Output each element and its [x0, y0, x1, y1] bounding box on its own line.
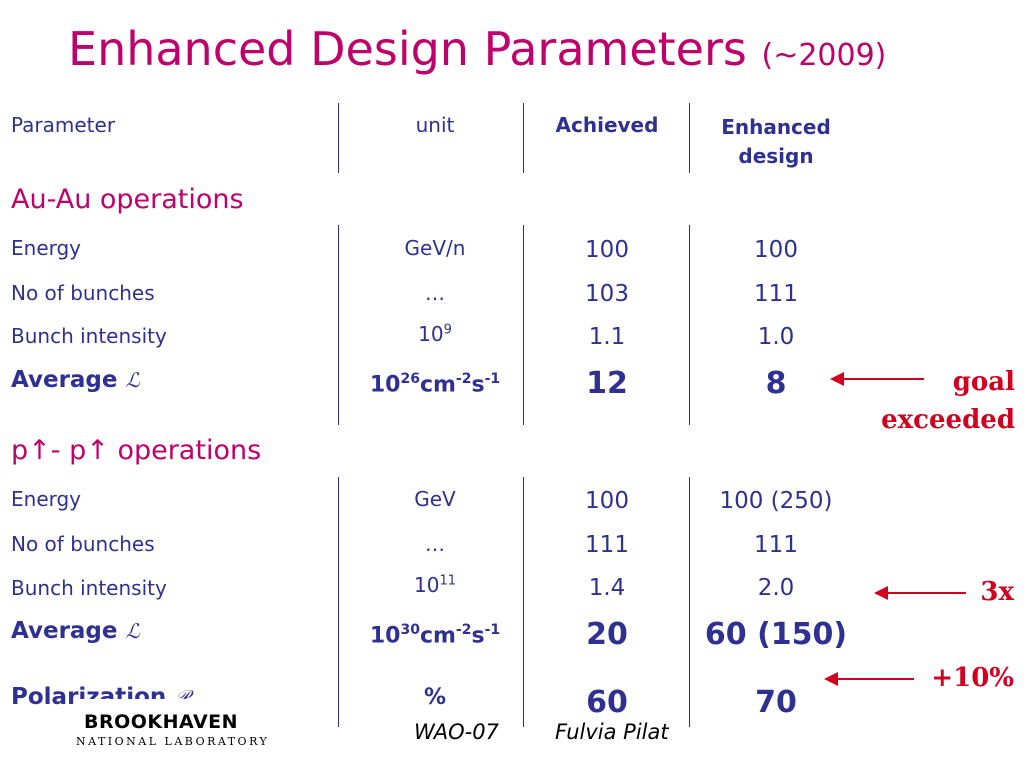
row-achieved: 60	[586, 685, 628, 720]
unit-s-exponent: -1	[484, 622, 501, 638]
row-label: No of bunches	[11, 532, 155, 556]
header-enhanced-line1: Enhanced	[721, 115, 831, 139]
separator-1-pp	[338, 477, 339, 727]
up-arrow-icon: ↑	[28, 435, 51, 466]
row-enhanced-average: 8	[765, 366, 787, 401]
row-enhanced: 111	[754, 281, 798, 307]
row-label-average: Average ℒ	[11, 367, 140, 393]
row-unit: 109	[345, 322, 525, 346]
row-unit: 1011	[345, 573, 525, 597]
unit-cm: cm	[419, 372, 456, 398]
separator-3-au	[689, 225, 690, 425]
row-label: Bunch intensity	[11, 576, 167, 600]
note-goal: goal exceeded	[860, 363, 1015, 439]
row-unit: %	[423, 685, 447, 710]
separator-1-header	[338, 103, 339, 173]
pp-end: operations	[108, 435, 262, 466]
row-enhanced: 2.0	[757, 575, 795, 601]
header-enhanced: Enhanced design	[692, 113, 860, 171]
separator-3-pp	[689, 477, 690, 727]
header-unit: unit	[415, 113, 455, 137]
note-goal-line2: exceeded	[881, 405, 1015, 435]
unit-cm: cm	[419, 623, 456, 649]
separator-2-header	[523, 103, 524, 173]
row-label: Energy	[11, 487, 82, 511]
row-label-average: Average ℒ	[11, 618, 140, 644]
row-achieved: 103	[585, 281, 629, 307]
logo-subtitle: NATIONAL LABORATORY	[76, 735, 270, 748]
row-enhanced: 70	[755, 685, 797, 720]
unit-base: 10	[369, 623, 401, 649]
unit-s: s	[471, 623, 485, 649]
row-achieved: 100	[585, 237, 629, 263]
row-enhanced: 100	[754, 237, 798, 263]
section-pp-title: p↑- p↑ operations	[11, 435, 261, 466]
goal-arrow-icon	[830, 372, 924, 386]
unit-base: 10	[414, 573, 440, 597]
unit-cm-exponent: -2	[455, 622, 472, 638]
separator-1-au	[338, 225, 339, 425]
row-achieved: 111	[585, 532, 629, 558]
row-unit: …	[425, 281, 445, 305]
row-enhanced: 111	[754, 532, 798, 558]
row-label: Bunch intensity	[11, 324, 167, 348]
header-achieved: Achieved	[555, 113, 659, 137]
average-label: Average	[11, 367, 118, 393]
header-enhanced-line2: design	[738, 144, 814, 168]
row-unit: GeV	[414, 487, 456, 511]
row-achieved: 100	[585, 488, 629, 514]
three-x-arrow-icon	[874, 586, 966, 600]
row-achieved: 1.4	[588, 575, 626, 601]
note-goal-line1: goal	[952, 367, 1015, 397]
row-unit: …	[425, 532, 445, 556]
row-unit-average: 1026cm-2s-1	[345, 368, 525, 396]
row-label: Energy	[11, 236, 82, 260]
row-unit-average: 1030cm-2s-1	[345, 619, 525, 647]
pp-mid: - p	[50, 435, 87, 466]
note-plus-ten: +10%	[931, 663, 1014, 693]
row-unit: GeV/n	[404, 236, 466, 260]
row-achieved-average: 20	[586, 617, 628, 652]
row-enhanced: 100 (250)	[719, 488, 833, 514]
unit-base: 10	[369, 372, 401, 398]
row-enhanced: 1.0	[757, 324, 795, 350]
row-achieved: 1.1	[588, 324, 626, 350]
header-parameter: Parameter	[11, 113, 116, 137]
slide-title: Enhanced Design Parameters (~2009)	[68, 22, 886, 76]
luminosity-symbol: ℒ	[125, 619, 140, 643]
separator-2-au	[523, 225, 524, 425]
footer-author: Fulvia Pilat	[555, 720, 669, 744]
separator-3-header	[689, 103, 690, 173]
row-achieved-average: 12	[586, 366, 628, 401]
unit-exponent: 26	[400, 371, 420, 387]
brookhaven-logo: BROOKHAVEN NATIONAL LABORATORY	[74, 699, 270, 768]
unit-exponent: 9	[443, 322, 452, 338]
pp-p1: p	[11, 435, 29, 466]
separator-2-pp	[523, 477, 524, 727]
section-au-title: Au-Au operations	[11, 184, 244, 215]
row-label: No of bunches	[11, 281, 155, 305]
title-suffix: (~2009)	[761, 38, 887, 73]
footer-event: WAO-07	[414, 720, 499, 744]
unit-cm-exponent: -2	[455, 371, 472, 387]
title-main: Enhanced Design Parameters	[68, 22, 747, 76]
note-3x: 3x	[980, 577, 1014, 607]
unit-s-exponent: -1	[484, 371, 501, 387]
unit-exponent: 11	[439, 573, 456, 589]
up-arrow-icon: ↑	[86, 435, 109, 466]
row-enhanced-average: 60 (150)	[704, 617, 848, 652]
plus-ten-arrow-icon	[824, 672, 914, 686]
average-label: Average	[11, 618, 118, 644]
unit-exponent: 30	[400, 622, 420, 638]
logo-name: BROOKHAVEN	[84, 711, 239, 733]
unit-s: s	[471, 372, 485, 398]
unit-base: 10	[418, 322, 444, 346]
luminosity-symbol: ℒ	[125, 368, 140, 392]
